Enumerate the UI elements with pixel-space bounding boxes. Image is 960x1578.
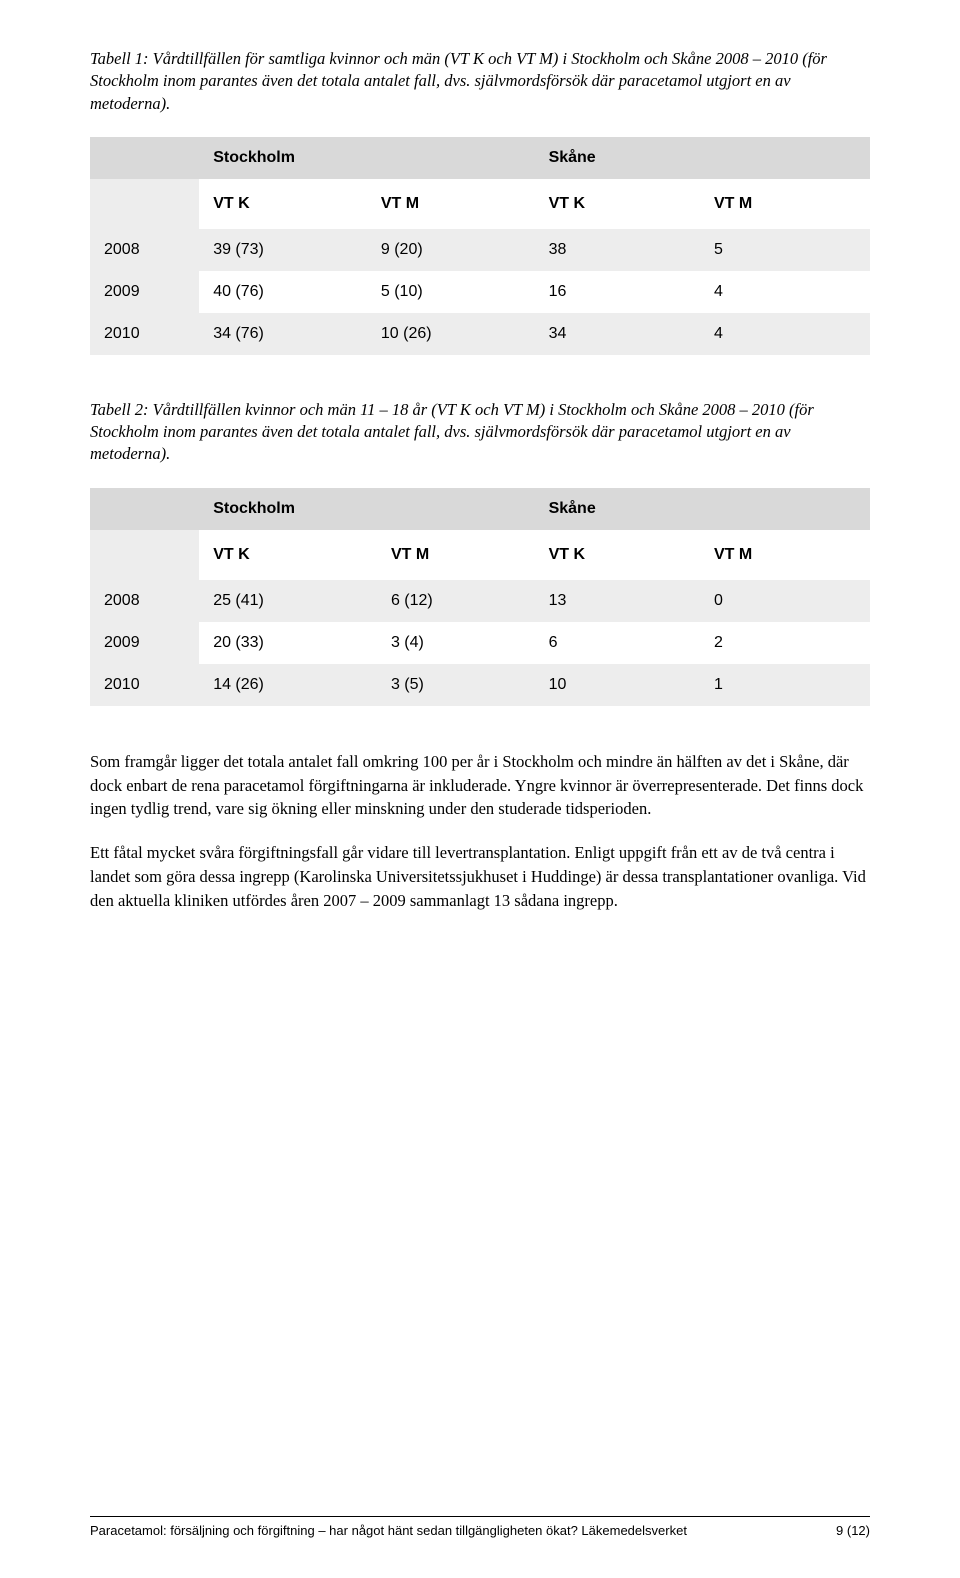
table2-year-2: 2010 <box>90 664 199 706</box>
page-footer: Paracetamol: försäljning och förgiftning… <box>90 1516 870 1538</box>
table2-header-region1: Stockholm <box>199 488 534 530</box>
table2-cell: 6 <box>535 622 700 664</box>
table-row: 2009 40 (76) 5 (10) 16 4 <box>90 271 870 313</box>
table1-cell: 38 <box>535 229 700 271</box>
table-row: 2010 34 (76) 10 (26) 34 4 <box>90 313 870 355</box>
table1-cell: 34 (76) <box>199 313 367 355</box>
table1-cell: 39 (73) <box>199 229 367 271</box>
footer-left: Paracetamol: försäljning och förgiftning… <box>90 1523 687 1538</box>
table2-cell: 3 (4) <box>377 622 535 664</box>
table1-caption: Tabell 1: Vårdtillfällen för samtliga kv… <box>90 48 870 115</box>
table1-subheader-blank <box>90 179 199 229</box>
table2-year-1: 2009 <box>90 622 199 664</box>
table1-cell: 40 (76) <box>199 271 367 313</box>
table1-header-blank <box>90 137 199 179</box>
table1-cell: 10 (26) <box>367 313 535 355</box>
table2-cell: 10 <box>535 664 700 706</box>
table1-col-0: VT K <box>199 179 367 229</box>
table2-header-blank <box>90 488 199 530</box>
table-row: 2010 14 (26) 3 (5) 10 1 <box>90 664 870 706</box>
table2-header-region2: Skåne <box>535 488 870 530</box>
table2-cell: 20 (33) <box>199 622 377 664</box>
table2-cell: 13 <box>535 580 700 622</box>
table-row: 2008 25 (41) 6 (12) 13 0 <box>90 580 870 622</box>
table2-cell: 3 (5) <box>377 664 535 706</box>
table1-col-1: VT M <box>367 179 535 229</box>
table1-header-row: Stockholm Skåne <box>90 137 870 179</box>
table1-cell: 4 <box>700 313 870 355</box>
table2-cell: 1 <box>700 664 870 706</box>
table1-year-2: 2010 <box>90 313 199 355</box>
table1-cell: 5 (10) <box>367 271 535 313</box>
table1-cell: 16 <box>535 271 700 313</box>
table2-cell: 0 <box>700 580 870 622</box>
table2: Stockholm Skåne VT K VT M VT K VT M 2008… <box>90 488 870 706</box>
footer-right: 9 (12) <box>836 1523 870 1538</box>
table2-cell: 25 (41) <box>199 580 377 622</box>
table2-subheader-row: VT K VT M VT K VT M <box>90 530 870 580</box>
table-row: 2008 39 (73) 9 (20) 38 5 <box>90 229 870 271</box>
table2-col-3: VT M <box>700 530 870 580</box>
table2-cell: 2 <box>700 622 870 664</box>
table2-header-row: Stockholm Skåne <box>90 488 870 530</box>
table2-subheader-blank <box>90 530 199 580</box>
table1-cell: 9 (20) <box>367 229 535 271</box>
table1-header-region1: Stockholm <box>199 137 534 179</box>
table1-col-3: VT M <box>700 179 870 229</box>
table2-year-0: 2008 <box>90 580 199 622</box>
table2-cell: 14 (26) <box>199 664 377 706</box>
table2-caption: Tabell 2: Vårdtillfällen kvinnor och män… <box>90 399 870 466</box>
paragraph-2: Ett fåtal mycket svåra förgiftningsfall … <box>90 841 870 913</box>
table1-cell: 34 <box>535 313 700 355</box>
table1-cell: 4 <box>700 271 870 313</box>
table1-year-1: 2009 <box>90 271 199 313</box>
table1-subheader-row: VT K VT M VT K VT M <box>90 179 870 229</box>
table-row: 2009 20 (33) 3 (4) 6 2 <box>90 622 870 664</box>
paragraph-1: Som framgår ligger det totala antalet fa… <box>90 750 870 822</box>
table1-year-0: 2008 <box>90 229 199 271</box>
table1: Stockholm Skåne VT K VT M VT K VT M 2008… <box>90 137 870 355</box>
table2-col-0: VT K <box>199 530 377 580</box>
table2-col-1: VT M <box>377 530 535 580</box>
table2-cell: 6 (12) <box>377 580 535 622</box>
table1-col-2: VT K <box>535 179 700 229</box>
table1-header-region2: Skåne <box>535 137 870 179</box>
table1-cell: 5 <box>700 229 870 271</box>
table2-col-2: VT K <box>535 530 700 580</box>
